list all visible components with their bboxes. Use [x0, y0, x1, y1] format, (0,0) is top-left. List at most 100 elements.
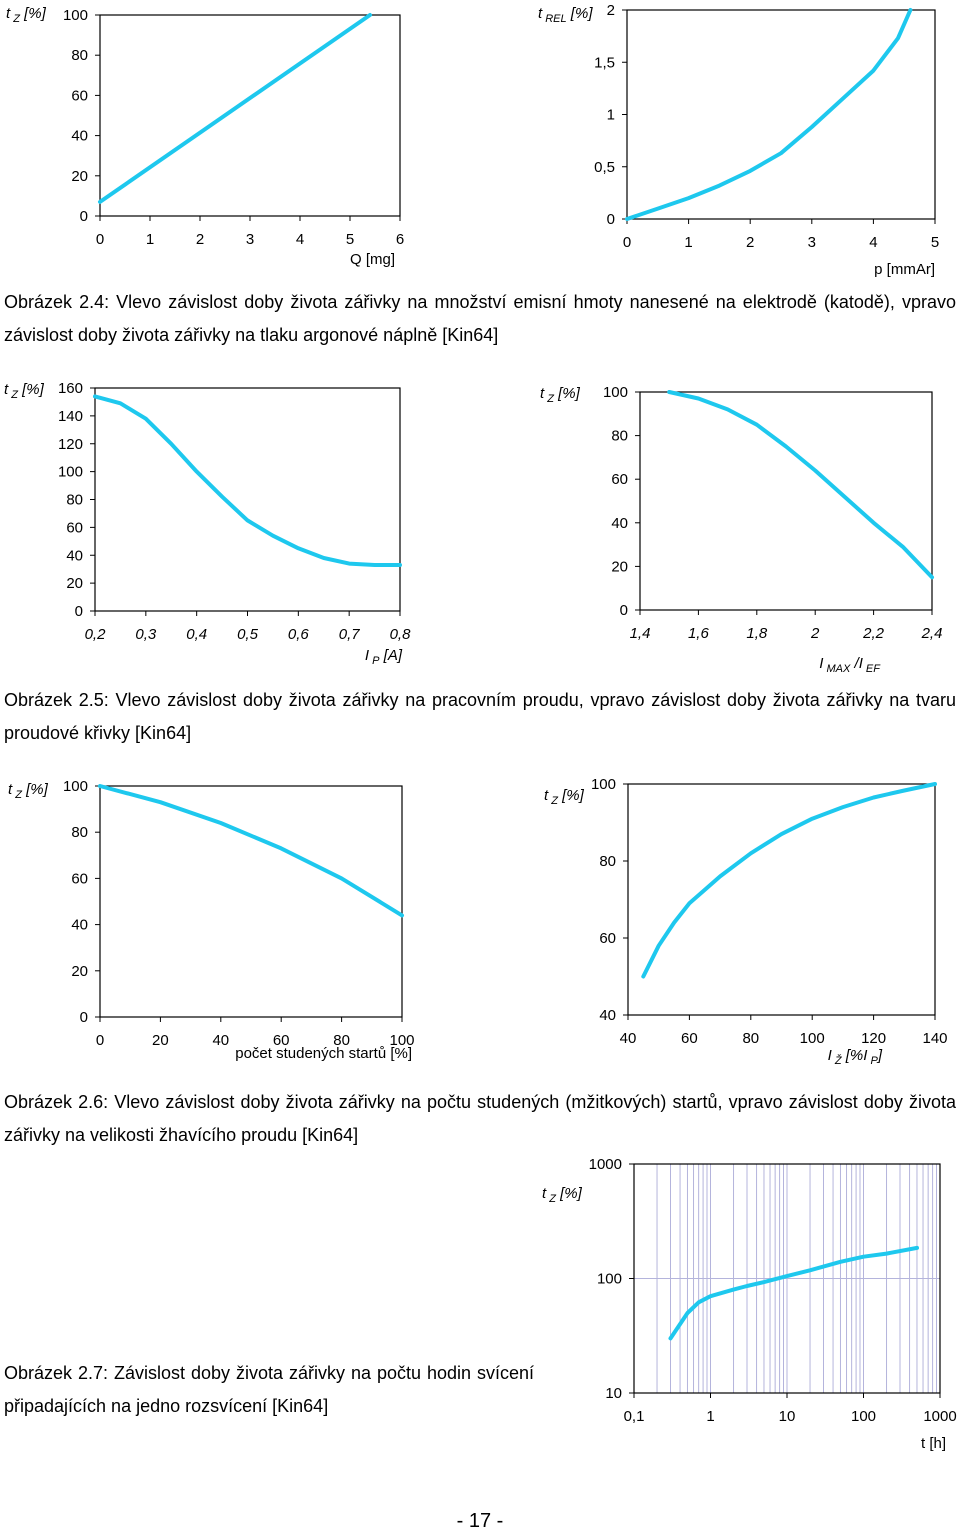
caption-fig-2-7: Obrázek 2.7: Závislost doby života zářiv… — [4, 1363, 534, 1416]
y-tick-label: 20 — [66, 575, 83, 592]
x-tick-label: 5 — [931, 234, 939, 251]
x-axis-label-part: I — [365, 647, 369, 664]
y-axis-label-part: t — [540, 385, 545, 402]
series-line — [93, 394, 402, 567]
y-tick-label: 40 — [71, 128, 88, 145]
x-axis-label: I Ž [%I P] — [828, 1047, 883, 1067]
y-tick-label: 40 — [611, 515, 628, 532]
x-tick-label: 40 — [212, 1032, 229, 1049]
y-tick-label: 0 — [80, 1009, 88, 1026]
x-axis-label-part: I — [819, 655, 823, 672]
y-axis-label-part: Z — [544, 393, 555, 405]
y-axis-label-part: t — [538, 5, 543, 22]
x-tick-label: 0,8 — [390, 626, 412, 643]
plot-frame — [639, 391, 933, 611]
y-axis-label: t Z [%] — [6, 5, 47, 25]
x-tick-label: 80 — [742, 1030, 759, 1047]
x-tick-label: 1 — [706, 1408, 714, 1425]
y-axis-label: t REL [%] — [538, 5, 593, 25]
x-axis-label-part: [%I — [842, 1047, 868, 1064]
y-axis-label-part: [%] — [567, 5, 594, 22]
y-axis-label-part: Z — [546, 1193, 557, 1205]
x-tick-label: 40 — [620, 1030, 637, 1047]
y-tick-label: 160 — [58, 380, 83, 397]
x-axis-label-part: P — [867, 1055, 878, 1067]
x-axis-label: I P [A] — [365, 647, 403, 667]
y-tick-label: 40 — [71, 917, 88, 934]
x-tick-label: 2,2 — [862, 625, 885, 642]
caption-fig-2-5: Obrázek 2.5: Vlevo závislost doby života… — [4, 690, 956, 743]
y-axis-label-part: t — [8, 781, 13, 798]
y-axis-label-part: [%] — [20, 5, 47, 22]
y-tick-label: 20 — [71, 963, 88, 980]
y-tick-label: 60 — [611, 471, 628, 488]
plot-frame — [626, 9, 936, 220]
y-axis-label: t Z [%] — [542, 1185, 583, 1205]
page-number: - 17 - — [456, 1510, 504, 1532]
series-line — [641, 782, 937, 979]
y-axis-label-part: [%] — [18, 381, 45, 398]
x-axis-label: Q [mg] — [350, 251, 395, 268]
y-tick-label: 1000 — [589, 1156, 622, 1173]
x-tick-label: 100 — [389, 1032, 414, 1049]
x-axis-label-part: P — [369, 655, 380, 667]
y-tick-label: 120 — [58, 436, 83, 453]
plot-frame — [627, 783, 936, 1016]
y-tick-label: 80 — [71, 47, 88, 64]
x-tick-label: 1,4 — [630, 625, 651, 642]
grid — [633, 1163, 941, 1393]
x-tick-label: 20 — [152, 1032, 169, 1049]
x-axis-label: t [h] — [921, 1435, 946, 1452]
x-tick-label: 100 — [851, 1408, 876, 1425]
x-axis-label-part: I — [828, 1047, 832, 1064]
x-tick-label: 120 — [861, 1030, 886, 1047]
x-tick-label: 0,6 — [288, 626, 310, 643]
x-tick-label: 2 — [196, 231, 204, 248]
x-tick-label: 1000 — [923, 1408, 956, 1425]
y-axis-label: t Z [%] — [8, 781, 49, 801]
x-tick-label: 1,6 — [688, 625, 710, 642]
series-line — [98, 784, 404, 918]
x-tick-label: 2,4 — [921, 625, 943, 642]
chart-operating-current: 0 20 40 60 80 100 120 140 160 0,2 0,3 0,4 0,5 0,6 0,7 0… — [4, 380, 412, 667]
x-tick-label: 6 — [396, 231, 404, 248]
x-axis-label: p [mmAr] — [874, 261, 935, 278]
y-tick-label: 60 — [71, 870, 88, 887]
x-tick-label: 2 — [810, 625, 820, 642]
x-tick-label: 3 — [246, 231, 254, 248]
y-axis-label-part: Z — [548, 795, 559, 807]
y-tick-label: 0 — [620, 602, 628, 619]
x-tick-label: 0,7 — [339, 626, 361, 643]
plot-frame — [99, 785, 403, 1018]
x-tick-label: 4 — [869, 234, 877, 251]
y-tick-label: 1,5 — [594, 54, 615, 71]
y-tick-label: 140 — [58, 408, 83, 425]
series-line — [625, 8, 913, 221]
y-tick-label: 40 — [599, 1007, 616, 1024]
chart-current-waveform-shape: 0 20 40 60 80 100 1,4 1,6 1,8 2 2,2 2,4 t Z [%] I MAX… — [540, 384, 943, 675]
chart-argon-pressure: 0 0,5 1 1,5 2 0 1 2 3 4 5 t REL [%] p [mmAr] — [538, 2, 939, 278]
x-tick-label: 1,8 — [746, 625, 768, 642]
x-tick-label: 0,3 — [135, 626, 157, 643]
series-line — [667, 390, 934, 580]
y-tick-label: 20 — [71, 168, 88, 185]
y-axis-label-part: Z — [10, 13, 21, 25]
x-tick-label: 0 — [623, 234, 631, 251]
y-tick-label: 0 — [80, 208, 88, 225]
y-axis-label-part: t — [4, 381, 9, 398]
x-tick-label: 0,1 — [624, 1408, 645, 1425]
y-axis-label-part: t — [542, 1185, 547, 1202]
y-axis-label-part: Z — [8, 389, 19, 401]
x-tick-label: 0 — [96, 231, 104, 248]
y-axis-label: t Z [%] — [4, 381, 45, 401]
y-tick-label: 100 — [63, 778, 88, 795]
y-tick-label: 1 — [607, 107, 615, 124]
y-axis-label-part: REL — [542, 13, 566, 25]
y-tick-label: 80 — [66, 492, 83, 509]
x-axis-label-part: ] — [876, 1047, 883, 1064]
x-tick-label: 0,5 — [237, 626, 259, 643]
x-tick-label: 60 — [681, 1030, 698, 1047]
chart-heating-current: 40 60 80 100 40 60 80 100 120 140 t Z [%] I Ž [%I P… — [544, 776, 948, 1067]
y-axis-label-part: Z — [12, 789, 23, 801]
y-axis-label-part: [%] — [556, 1185, 583, 1202]
